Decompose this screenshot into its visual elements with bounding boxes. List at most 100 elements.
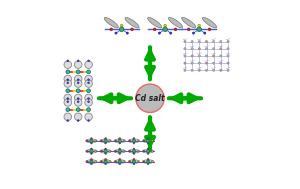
Circle shape xyxy=(74,113,82,121)
Circle shape xyxy=(198,48,200,50)
Circle shape xyxy=(88,120,89,122)
Circle shape xyxy=(132,139,136,143)
Circle shape xyxy=(191,55,193,57)
Circle shape xyxy=(115,32,117,34)
Circle shape xyxy=(123,161,125,163)
Circle shape xyxy=(67,101,69,103)
Circle shape xyxy=(136,84,164,112)
Circle shape xyxy=(213,40,215,43)
Circle shape xyxy=(119,163,121,165)
Circle shape xyxy=(191,48,193,50)
Circle shape xyxy=(91,153,92,154)
Circle shape xyxy=(220,55,222,57)
Circle shape xyxy=(120,24,123,27)
Circle shape xyxy=(67,82,69,84)
Circle shape xyxy=(151,161,153,163)
Circle shape xyxy=(132,149,136,153)
Circle shape xyxy=(110,28,112,31)
Circle shape xyxy=(66,89,70,93)
Circle shape xyxy=(143,161,145,163)
Circle shape xyxy=(85,113,92,121)
Circle shape xyxy=(220,48,222,50)
Circle shape xyxy=(104,160,107,163)
Circle shape xyxy=(91,138,92,139)
Circle shape xyxy=(220,69,222,71)
Circle shape xyxy=(118,149,122,153)
Circle shape xyxy=(88,79,89,81)
Circle shape xyxy=(198,24,200,27)
Circle shape xyxy=(85,99,92,106)
Circle shape xyxy=(74,80,82,87)
Circle shape xyxy=(115,140,116,142)
Circle shape xyxy=(198,69,200,71)
Circle shape xyxy=(184,48,186,50)
Circle shape xyxy=(119,142,121,144)
Circle shape xyxy=(143,140,145,142)
Circle shape xyxy=(153,28,156,31)
Circle shape xyxy=(100,161,102,163)
Circle shape xyxy=(133,148,135,150)
Circle shape xyxy=(206,48,208,50)
Circle shape xyxy=(77,101,79,103)
Circle shape xyxy=(76,89,80,93)
Circle shape xyxy=(90,139,93,143)
Circle shape xyxy=(105,153,106,154)
Circle shape xyxy=(227,55,229,57)
Circle shape xyxy=(213,55,215,57)
Circle shape xyxy=(105,158,106,160)
Circle shape xyxy=(105,148,106,150)
Ellipse shape xyxy=(100,149,111,153)
Ellipse shape xyxy=(142,160,154,163)
Circle shape xyxy=(74,61,82,68)
Circle shape xyxy=(213,48,215,50)
Circle shape xyxy=(197,27,201,32)
Circle shape xyxy=(119,158,121,160)
Circle shape xyxy=(77,79,79,81)
Text: Cd salt: Cd salt xyxy=(135,94,165,103)
Circle shape xyxy=(91,142,92,144)
Ellipse shape xyxy=(114,139,126,143)
Circle shape xyxy=(227,40,229,43)
Ellipse shape xyxy=(85,160,97,163)
Circle shape xyxy=(188,28,190,31)
Circle shape xyxy=(109,140,111,142)
Circle shape xyxy=(74,94,82,102)
Circle shape xyxy=(147,142,149,144)
Circle shape xyxy=(206,40,208,43)
Circle shape xyxy=(208,28,211,31)
Circle shape xyxy=(184,62,186,64)
Circle shape xyxy=(64,99,72,106)
Circle shape xyxy=(129,150,131,152)
Circle shape xyxy=(104,139,107,143)
Circle shape xyxy=(90,160,93,163)
Circle shape xyxy=(119,153,121,154)
Ellipse shape xyxy=(114,160,126,163)
Circle shape xyxy=(85,80,92,87)
Circle shape xyxy=(133,142,135,144)
Circle shape xyxy=(64,75,72,83)
Circle shape xyxy=(147,158,149,160)
Circle shape xyxy=(133,158,135,160)
Circle shape xyxy=(146,139,150,143)
Circle shape xyxy=(192,32,195,34)
Circle shape xyxy=(118,160,122,163)
Circle shape xyxy=(123,140,125,142)
Circle shape xyxy=(158,32,160,34)
Ellipse shape xyxy=(168,17,183,28)
Ellipse shape xyxy=(85,149,97,153)
Circle shape xyxy=(213,69,215,71)
Circle shape xyxy=(191,62,193,64)
Circle shape xyxy=(109,150,111,152)
Circle shape xyxy=(94,150,97,152)
Circle shape xyxy=(132,160,136,163)
Circle shape xyxy=(88,82,89,84)
Circle shape xyxy=(151,140,153,142)
Circle shape xyxy=(115,161,116,163)
Circle shape xyxy=(198,55,200,57)
Circle shape xyxy=(87,89,91,93)
Circle shape xyxy=(170,32,172,34)
Circle shape xyxy=(143,150,145,152)
Circle shape xyxy=(133,153,135,154)
Circle shape xyxy=(191,69,193,71)
Circle shape xyxy=(74,99,82,106)
